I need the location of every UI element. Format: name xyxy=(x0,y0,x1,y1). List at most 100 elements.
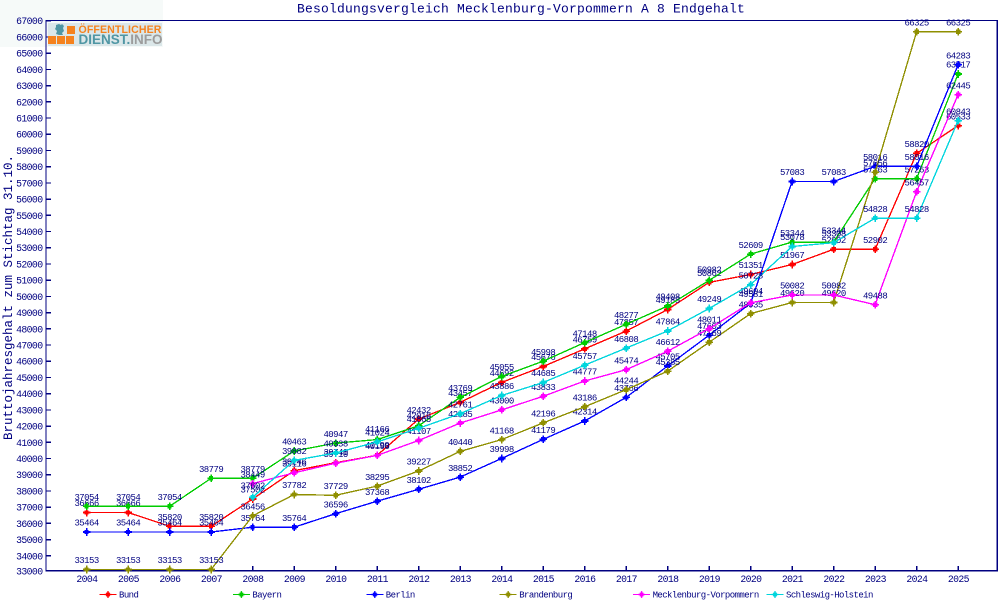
svg-text:58000: 58000 xyxy=(16,162,43,173)
svg-text:56000: 56000 xyxy=(16,195,43,206)
svg-text:41107: 41107 xyxy=(406,427,430,437)
svg-text:44000: 44000 xyxy=(16,389,43,400)
svg-text:51967: 51967 xyxy=(780,251,804,261)
svg-text:37502: 37502 xyxy=(240,486,264,496)
svg-text:45000: 45000 xyxy=(16,373,43,384)
svg-text:Bayern: Bayern xyxy=(252,590,281,600)
svg-text:43000: 43000 xyxy=(16,405,43,416)
svg-text:64000: 64000 xyxy=(16,65,43,76)
svg-text:46808: 46808 xyxy=(614,335,638,345)
svg-text:35464: 35464 xyxy=(157,519,181,529)
svg-text:45757: 45757 xyxy=(572,352,596,362)
svg-text:58820: 58820 xyxy=(904,140,928,150)
svg-text:39116: 39116 xyxy=(282,460,306,470)
svg-text:40000: 40000 xyxy=(16,454,43,465)
svg-text:2007: 2007 xyxy=(201,574,223,585)
svg-text:39998: 39998 xyxy=(489,445,513,455)
svg-text:53308: 53308 xyxy=(821,229,845,239)
svg-text:35464: 35464 xyxy=(74,519,98,529)
svg-text:Bund: Bund xyxy=(119,590,138,600)
svg-text:57656: 57656 xyxy=(863,159,887,169)
svg-text:43833: 43833 xyxy=(531,383,555,393)
svg-text:58016: 58016 xyxy=(904,153,928,163)
svg-text:53078: 53078 xyxy=(780,233,804,243)
svg-text:Schleswig-Holstein: Schleswig-Holstein xyxy=(786,590,873,600)
svg-text:65000: 65000 xyxy=(16,49,43,60)
svg-text:2004: 2004 xyxy=(76,574,98,585)
svg-text:42761: 42761 xyxy=(448,400,472,410)
svg-text:33000: 33000 xyxy=(16,566,43,577)
svg-text:Brandenburg: Brandenburg xyxy=(519,590,572,600)
svg-text:45385: 45385 xyxy=(655,358,679,368)
svg-text:57000: 57000 xyxy=(16,178,43,189)
svg-text:34000: 34000 xyxy=(16,551,43,562)
svg-text:55000: 55000 xyxy=(16,211,43,222)
svg-text:41179: 41179 xyxy=(531,426,555,436)
svg-text:60843: 60843 xyxy=(946,107,970,117)
svg-text:2014: 2014 xyxy=(491,574,513,585)
svg-text:39227: 39227 xyxy=(406,458,430,468)
svg-text:42314: 42314 xyxy=(572,408,596,418)
svg-text:33153: 33153 xyxy=(74,556,98,566)
svg-text:2015: 2015 xyxy=(533,574,555,585)
svg-text:2021: 2021 xyxy=(782,574,804,585)
svg-text:2020: 2020 xyxy=(740,574,762,585)
svg-text:37602: 37602 xyxy=(240,482,264,492)
svg-text:42016: 42016 xyxy=(406,412,430,422)
svg-text:33153: 33153 xyxy=(199,556,223,566)
svg-text:38779: 38779 xyxy=(199,465,223,475)
svg-text:66000: 66000 xyxy=(16,33,43,44)
svg-text:40947: 40947 xyxy=(323,430,347,440)
svg-text:47000: 47000 xyxy=(16,341,43,352)
svg-text:49000: 49000 xyxy=(16,308,43,319)
svg-text:38295: 38295 xyxy=(365,473,389,483)
svg-text:37000: 37000 xyxy=(16,503,43,514)
svg-text:54828: 54828 xyxy=(904,205,928,215)
svg-text:Mecklenburg-Vorpommern: Mecklenburg-Vorpommern xyxy=(653,590,759,600)
svg-text:35464: 35464 xyxy=(116,519,140,529)
svg-text:38779: 38779 xyxy=(240,465,264,475)
svg-text:33153: 33153 xyxy=(157,556,181,566)
svg-text:44244: 44244 xyxy=(614,376,638,386)
svg-text:2024: 2024 xyxy=(906,574,928,585)
svg-text:35000: 35000 xyxy=(16,535,43,546)
svg-text:2017: 2017 xyxy=(616,574,638,585)
svg-text:40338: 40338 xyxy=(323,440,347,450)
svg-text:39000: 39000 xyxy=(16,470,43,481)
svg-text:62000: 62000 xyxy=(16,97,43,108)
svg-text:36456: 36456 xyxy=(240,503,264,513)
svg-text:57263: 57263 xyxy=(904,165,928,175)
svg-text:2016: 2016 xyxy=(574,574,596,585)
svg-text:43886: 43886 xyxy=(489,382,513,392)
svg-text:49249: 49249 xyxy=(697,295,721,305)
svg-text:37782: 37782 xyxy=(282,481,306,491)
svg-text:41000: 41000 xyxy=(16,438,43,449)
svg-text:42432: 42432 xyxy=(406,406,430,416)
svg-text:61000: 61000 xyxy=(16,114,43,125)
svg-text:42196: 42196 xyxy=(531,410,555,420)
svg-text:49604: 49604 xyxy=(738,287,762,297)
svg-text:36596: 36596 xyxy=(323,500,347,510)
svg-text:52609: 52609 xyxy=(738,241,762,251)
svg-text:41166: 41166 xyxy=(365,425,389,435)
svg-text:45055: 45055 xyxy=(489,363,513,373)
svg-text:37054: 37054 xyxy=(74,493,98,503)
svg-text:38449: 38449 xyxy=(240,470,264,480)
svg-text:40190: 40190 xyxy=(365,442,389,452)
svg-text:2023: 2023 xyxy=(865,574,887,585)
svg-text:53344: 53344 xyxy=(780,229,804,239)
svg-text:60000: 60000 xyxy=(16,130,43,141)
svg-text:49188: 49188 xyxy=(655,296,679,306)
svg-text:54828: 54828 xyxy=(863,205,887,215)
svg-text:35820: 35820 xyxy=(157,513,181,523)
svg-text:46000: 46000 xyxy=(16,357,43,368)
svg-text:2013: 2013 xyxy=(450,574,472,585)
svg-text:36000: 36000 xyxy=(16,519,43,530)
svg-text:58016: 58016 xyxy=(863,153,887,163)
svg-text:49408: 49408 xyxy=(655,293,679,303)
svg-text:2022: 2022 xyxy=(823,574,845,585)
svg-text:2005: 2005 xyxy=(118,574,140,585)
svg-text:48000: 48000 xyxy=(16,324,43,335)
svg-text:44777: 44777 xyxy=(572,368,596,378)
svg-text:47169: 47169 xyxy=(697,329,721,339)
